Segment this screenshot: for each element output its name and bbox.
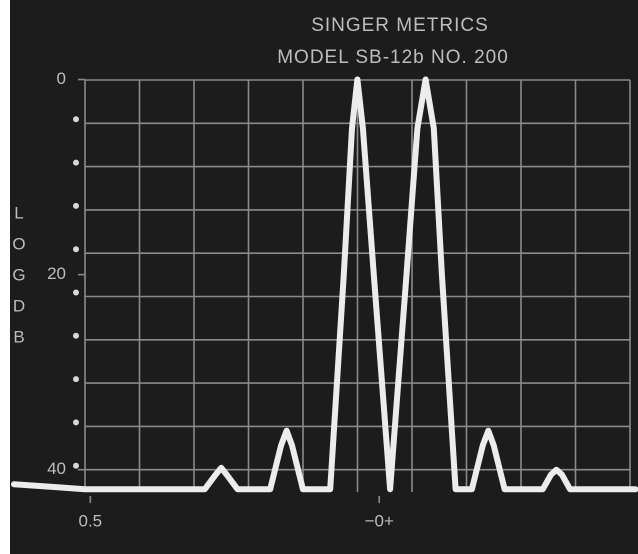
screen-dot [73,376,79,382]
screen-dot [73,463,79,469]
y-axis-label: D [13,296,25,315]
y-tick-label: 40 [47,459,66,478]
chart-subtitle: MODEL SB-12b NO. 200 [277,47,509,68]
screen-dot [73,246,79,252]
y-axis-label: O [12,234,25,253]
screen-dot [73,116,79,122]
screen-dot [73,290,79,296]
x-tick-label: 0.5 [78,511,102,530]
y-tick-label: 0 [57,69,66,88]
screen-dot [73,419,79,425]
y-axis-label: G [12,265,25,284]
chart: SINGER METRICS MODEL SB-12b NO. 200 0 20 4… [0,0,638,554]
chart-title: SINGER METRICS [311,15,489,36]
y-tick-label: 20 [47,264,66,283]
screen [10,0,638,554]
y-axis-label: B [13,327,24,346]
screen-dot [73,160,79,166]
x-tick-label: −0+ [365,511,394,530]
screen-dot [73,333,79,339]
y-axis-label: L [14,203,23,222]
screen-dot [73,203,79,209]
